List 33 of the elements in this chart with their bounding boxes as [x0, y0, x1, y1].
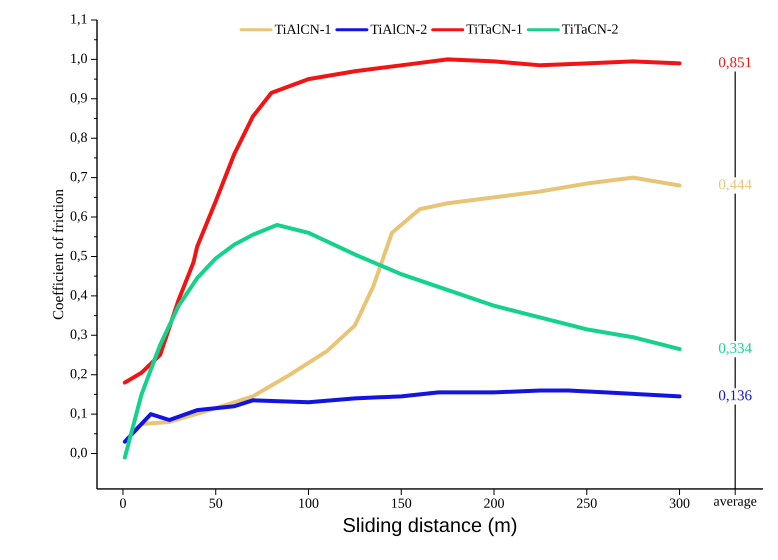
- x-tick-label: 200: [484, 498, 504, 508]
- x-tick-label: 0: [120, 498, 126, 508]
- annotation: 0,136: [718, 390, 752, 402]
- x-tick-label: 150: [392, 498, 412, 508]
- line-series: [122, 388, 682, 444]
- annotation: 0,444: [718, 179, 752, 192]
- annotation: 0,851: [718, 57, 752, 70]
- y-tick-label: 0,1: [70, 408, 87, 420]
- y-tick-label: 0,6: [70, 211, 88, 223]
- line-series: [122, 57, 682, 385]
- y-tick-label: 0,3: [70, 330, 87, 341]
- x-tick-label: 250: [576, 498, 597, 508]
- x-tick-label: 100: [299, 498, 318, 508]
- x-tick-label: 50: [210, 498, 222, 508]
- legend-label: TiAlCN-2: [370, 24, 426, 34]
- x-axis-title: Sliding distance (m): [343, 518, 516, 536]
- x-tick-label: 300: [670, 498, 690, 508]
- x-tick-label: average: [714, 498, 756, 509]
- annotation: 0,334: [718, 342, 752, 356]
- legend-label: TiTaCN-2: [562, 24, 618, 34]
- y-axis-title: Coefficient of friction: [52, 189, 64, 320]
- y-tick-label: 1,0: [71, 54, 87, 66]
- y-tick-label: 0,7: [70, 172, 88, 184]
- y-tick-label: 0,5: [70, 250, 87, 262]
- legend-label: TiAlCN-1: [274, 24, 331, 34]
- y-tick-label: 0,4: [70, 290, 88, 302]
- y-tick-label: 1,1: [71, 14, 87, 26]
- y-tick-label: 0,2: [70, 368, 87, 380]
- y-tick-label: 0,0: [70, 448, 87, 460]
- y-tick-label: 0,9: [70, 93, 87, 105]
- legend-label: TiTaCN-1: [466, 24, 522, 34]
- y-tick-label: 0,8: [70, 132, 87, 144]
- line-series: [140, 176, 682, 426]
